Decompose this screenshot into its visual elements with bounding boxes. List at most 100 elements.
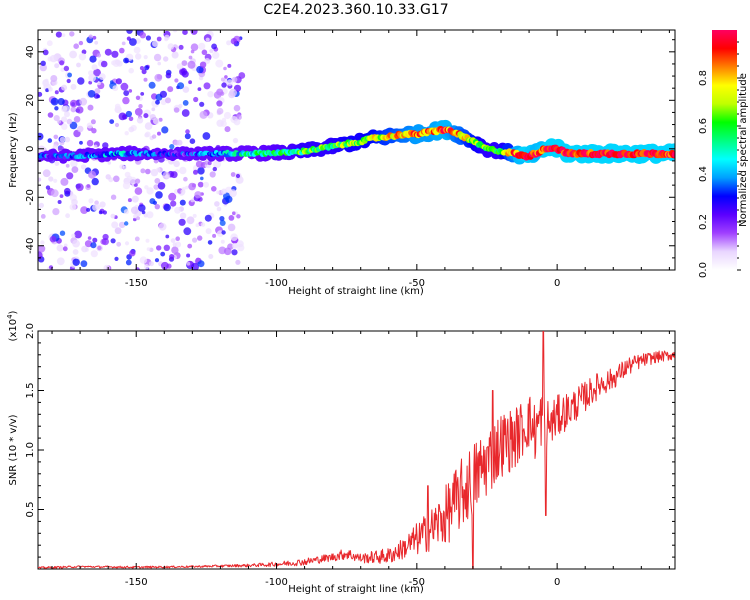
spectrogram-noise-cell (92, 237, 98, 243)
spectrogram-noise-cell (202, 132, 211, 140)
spectrogram-noise-cell (38, 177, 42, 182)
spectrogram-noise-cell (203, 82, 211, 90)
spectrogram-noise-cell (74, 230, 82, 239)
spectrogram-noise-cell (194, 191, 202, 199)
spectrogram-noise-cell (165, 72, 172, 79)
spectrogram-noise-cell (188, 55, 193, 60)
spectrogram-noise-cell (229, 189, 237, 198)
spectrogram-noise-cell (88, 198, 94, 204)
spectrogram-marks (38, 30, 675, 270)
spectrogram-noise-cell (216, 119, 224, 127)
spectrogram-noise-cell (88, 34, 93, 39)
spectrogram-noise-cell (94, 88, 101, 95)
spectrogram-noise-cell (176, 63, 184, 70)
spectrogram-noise-cell (139, 256, 148, 264)
spectrogram-noise-cell (86, 207, 91, 212)
y-tick-label: -20 (25, 189, 36, 205)
spectrogram-noise-cell (143, 113, 149, 119)
spectrogram-noise-cell (54, 63, 60, 69)
spectrogram-noise-cell (156, 245, 162, 251)
spectrogram-noise-cell (114, 227, 122, 235)
spectrogram-noise-cell (188, 80, 193, 85)
spectrogram-noise-cell (141, 69, 147, 75)
spectrogram-noise-cell (92, 35, 97, 40)
spectrogram-noise-cell (76, 106, 84, 114)
spectrogram-noise-cell (59, 194, 64, 199)
colorbar-tick-label: 0.2 (698, 214, 709, 230)
spectrogram-noise-cell (144, 122, 153, 130)
spectrogram-noise-cell (184, 133, 191, 140)
spectrogram-noise-cell (87, 90, 96, 98)
spectrogram-noise-cell (124, 131, 129, 136)
spectrogram-noise-cell (81, 245, 88, 253)
spectrogram-noise-cell (179, 212, 187, 219)
spectrogram-noise-cell (61, 116, 68, 123)
spectrogram-noise-cell (57, 98, 65, 106)
spectrogram-noise-cell (164, 37, 169, 42)
spectrogram-noise-cell (178, 44, 184, 50)
spectrogram-noise-cell (226, 40, 232, 46)
spectrogram-noise-cell (212, 51, 220, 59)
spectrogram-noise-cell (209, 48, 214, 54)
spectrogram-noise-cell (79, 97, 88, 106)
spectrogram-noise-cell (219, 216, 225, 222)
spectrogram-noise-cell (145, 238, 150, 243)
spectrogram-noise-cell (174, 241, 182, 248)
spectrogram-noise-cell (53, 134, 59, 140)
spectrogram-noise-cell (79, 140, 83, 145)
spectrogram-noise-cell (193, 169, 198, 175)
spectrogram-noise-cell (94, 40, 99, 45)
spectrogram-noise-cell (178, 103, 183, 109)
spectrogram-noise-cell (201, 49, 208, 56)
x-tick-label: -50 (409, 278, 425, 289)
spectrogram-noise-cell (185, 185, 189, 190)
spectrogram-noise-cell (109, 119, 115, 124)
spectrogram-noise-cell (88, 74, 97, 82)
spectrogram-noise-cell (205, 37, 210, 42)
spectrogram-noise-cell (212, 233, 217, 238)
colorbar-ticks: 0.0 0.2 0.4 0.6 0.8 (698, 41, 741, 278)
spectrogram-noise-cell (77, 125, 84, 133)
spectrogram-noise-cell (90, 250, 98, 258)
spectrogram-noise-cell (145, 35, 151, 41)
spectrogram-noise-cell (233, 118, 241, 126)
spectrogram-noise-cell (123, 57, 129, 64)
spectrogram-noise-cell (69, 203, 77, 211)
spectrogram-y-ticks: -40 -20 0 20 40 (25, 39, 675, 271)
spectrogram-noise-cell (123, 90, 130, 96)
spectrogram-noise-cell (146, 211, 154, 219)
spectrogram-panel: -150 -100 -50 0 -40 -20 0 20 40 Height of strai… (8, 29, 676, 297)
spectrogram-noise-cell (52, 144, 58, 150)
x-tick-label: -100 (265, 278, 288, 289)
spectrogram-noise-cell (188, 182, 196, 191)
spectrogram-noise-cell (144, 132, 149, 138)
spectrogram-x-axis-label: Height of straight line (km) (288, 286, 424, 297)
spectrogram-noise-cell (174, 78, 179, 83)
spectrogram-noise-cell (96, 53, 102, 58)
spectrogram-noise-cell (71, 166, 79, 174)
spectrogram-noise-cell (61, 123, 68, 130)
spectrogram-noise-cell (186, 216, 195, 225)
spectrogram-noise-cell (236, 214, 241, 219)
spectrogram-noise-cell (139, 66, 145, 71)
spectrogram-noise-cell (105, 174, 111, 180)
spectrogram-noise-cell (38, 91, 43, 97)
snr-x-axis-label: Height of straight line (km) (288, 584, 424, 595)
spectrogram-noise-cell (63, 243, 68, 248)
spectrogram-noise-cell (78, 40, 84, 46)
spectrogram-noise-cell (59, 136, 66, 143)
spectrogram-noise-cell (213, 91, 222, 99)
spectrogram-noise-cell (155, 167, 161, 173)
spectrogram-noise-cell (119, 47, 125, 54)
spectrogram-noise-cell (221, 188, 227, 195)
spectrogram-noise-cell (207, 91, 214, 98)
spectrogram-noise-cell (135, 95, 141, 101)
spectrogram-noise-cell (200, 176, 204, 181)
spectrogram-noise-cell (227, 63, 232, 68)
spectrogram-noise-cell (220, 239, 225, 244)
spectrogram-noise-cell (186, 261, 191, 266)
spectrogram-noise-cell (100, 60, 108, 68)
spectrogram-noise-cell (228, 215, 235, 221)
spectrogram-noise-cell (47, 112, 54, 118)
spectrogram-noise-cell (54, 90, 59, 95)
